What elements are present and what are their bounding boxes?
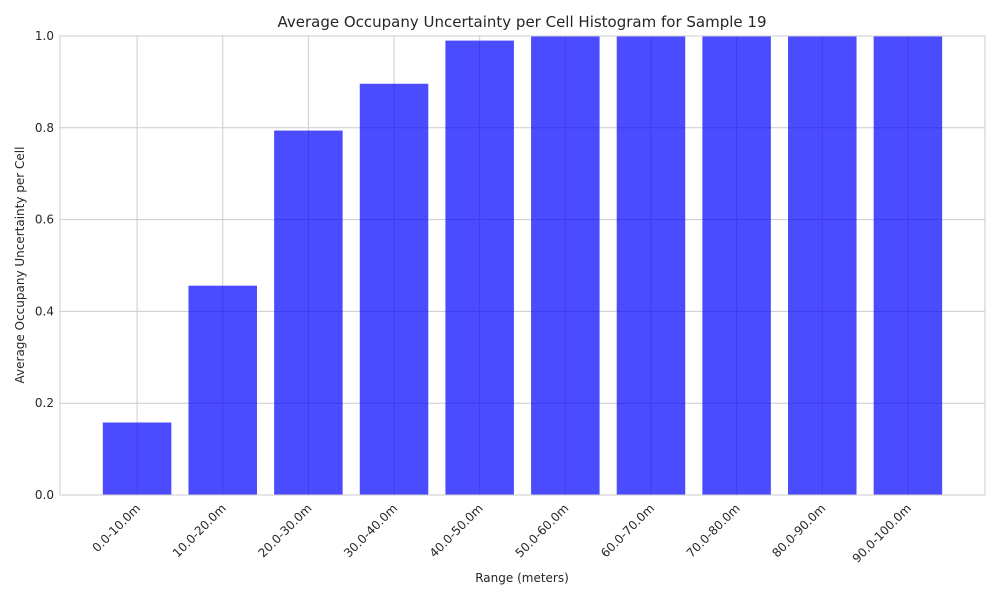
y-axis-label: Average Occupany Uncertainty per Cell — [13, 147, 27, 384]
x-tick-label: 80.0-90.0m — [769, 501, 828, 560]
y-tick-labels: 0.0 0.2 0.4 0.6 0.8 1.0 — [35, 29, 54, 502]
plot-frame — [59, 35, 986, 496]
x-tick-label: 60.0-70.0m — [598, 501, 657, 560]
x-tick-labels: 0.0-10.0m 10.0-20.0m 20.0-30.0m 30.0-40.0m 4… — [90, 501, 914, 565]
y-tick-label: 0.2 — [35, 396, 54, 410]
y-tick-label: 0.6 — [35, 213, 54, 227]
bar-6 — [616, 36, 686, 495]
bar-8 — [788, 36, 857, 495]
x-tick-label: 50.0-60.0m — [512, 501, 571, 560]
bar-4 — [445, 40, 514, 496]
bar-1 — [188, 285, 257, 495]
bar-0 — [102, 422, 172, 495]
y-tick-label: 0.8 — [35, 121, 54, 135]
y-tick-label: 1.0 — [35, 29, 54, 43]
y-tick-label: 0.0 — [35, 488, 54, 502]
bar-5 — [531, 36, 600, 495]
x-tick-label: 70.0-80.0m — [684, 501, 743, 560]
bar-2 — [274, 130, 343, 495]
x-tick-label: 40.0-50.0m — [427, 501, 486, 560]
x-tick-label: 0.0-10.0m — [90, 501, 144, 555]
x-tick-label: 10.0-20.0m — [170, 501, 229, 560]
bar-3 — [359, 83, 429, 496]
x-axis-label: Range (meters) — [475, 571, 569, 585]
x-tick-label: 90.0-100.0m — [850, 501, 914, 565]
x-tick-label: 20.0-30.0m — [255, 501, 314, 560]
bar-7 — [702, 36, 771, 495]
x-tick-label: 30.0-40.0m — [341, 501, 400, 560]
y-tick-label: 0.4 — [35, 304, 54, 318]
bars — [102, 36, 943, 496]
chart-title: Average Occupany Uncertainty per Cell Hi… — [277, 13, 766, 31]
bar-9 — [873, 36, 943, 495]
